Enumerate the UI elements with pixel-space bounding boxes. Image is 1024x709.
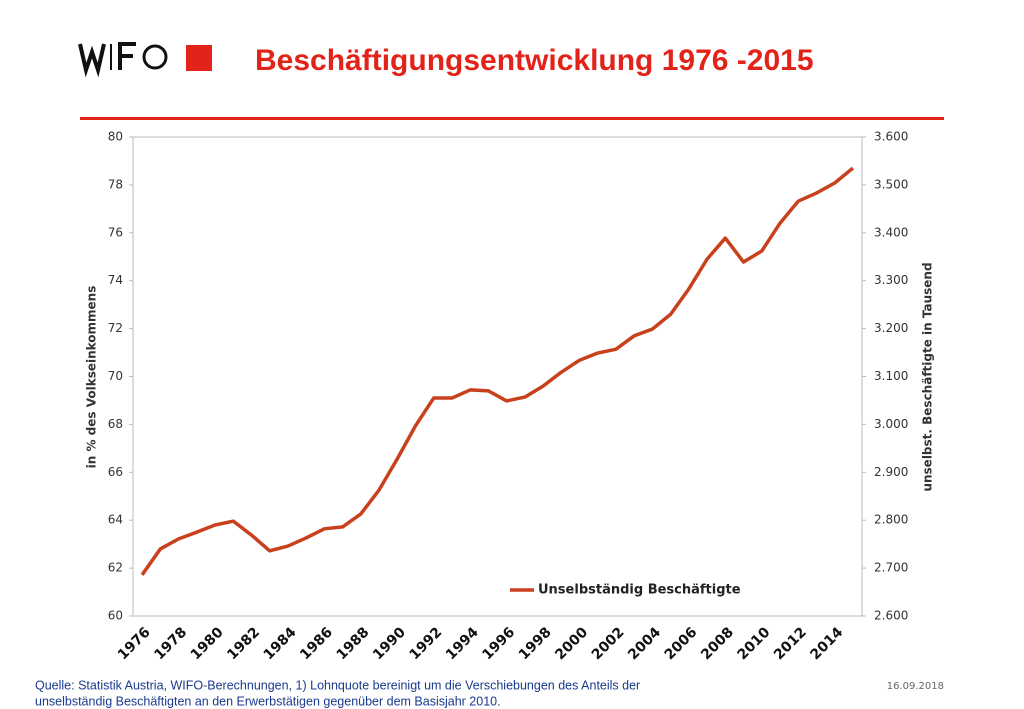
y-axis-label: in % des Volkseinkommens [85,286,99,469]
y2-tick-label: 3.600 [874,130,908,144]
y-tick-label: 66 [108,465,123,479]
x-tick-label: 1976 [115,624,154,663]
y2-tick-label: 2.600 [874,609,908,623]
y2-tick-label: 3.100 [874,369,908,383]
source-note: unselbständig Beschäftigten an den Erwer… [35,694,501,708]
x-tick-label: 2010 [735,624,774,663]
y-tick-label: 64 [108,513,123,527]
logo [78,42,212,78]
date: 16.09.2018 [887,681,944,692]
x-tick-label: 1980 [188,624,227,663]
y2-tick-label: 3.000 [874,417,908,431]
title-rule [80,117,944,120]
y2-axis-label: unselbst. Beschäftigte in Tausend [921,262,935,491]
source-note: Quelle: Statistik Austria, WIFO-Berechnu… [35,678,640,692]
y-tick-label: 72 [108,321,123,335]
x-tick-label: 1984 [261,624,300,663]
y2-tick-label: 3.300 [874,273,908,287]
x-tick-label: 1994 [443,624,482,663]
y-tick-label: 60 [108,609,123,623]
plot-area [132,136,863,617]
x-tick-label: 2008 [698,624,737,663]
y-tick-label: 68 [108,417,123,431]
x-tick-label: 2002 [589,624,628,663]
data-line [140,166,854,576]
legend-label: Unselbständig Beschäftigte [538,583,741,598]
y-tick-label: 80 [108,130,123,144]
y2-tick-label: 3.400 [874,225,908,239]
x-tick-label: 2006 [662,624,701,663]
y2-tick-label: 2.800 [874,513,908,527]
y2-tick-label: 3.200 [874,321,908,335]
x-tick-label: 1982 [224,624,263,663]
x-tick-label: 2000 [552,624,591,663]
y-tick-label: 62 [108,561,123,575]
chart-title: Beschäftigungsentwicklung 1976 -2015 [255,44,814,77]
y-tick-label: 70 [108,369,123,383]
y-tick-label: 78 [108,177,123,191]
y-tick-label: 76 [108,225,123,239]
y2-tick-label: 3.500 [874,177,908,191]
x-tick-label: 1978 [151,624,190,663]
x-tick-label: 2004 [625,624,664,663]
x-tick-label: 2012 [771,624,810,663]
x-tick-label: 2014 [807,624,846,663]
x-tick-label: 1990 [370,624,409,663]
x-tick-label: 1988 [334,624,373,663]
y-tick-label: 74 [108,273,123,287]
y2-tick-label: 2.700 [874,561,908,575]
x-tick-label: 1996 [479,624,518,663]
x-tick-label: 1998 [516,624,555,663]
y2-tick-label: 2.900 [874,465,908,479]
x-tick-label: 1986 [297,624,336,663]
x-tick-label: 1992 [407,624,446,663]
